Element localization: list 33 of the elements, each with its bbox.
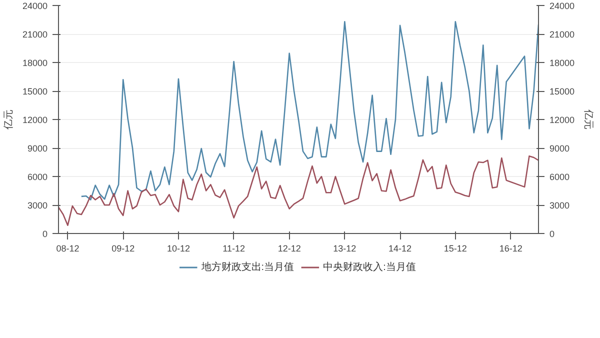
y-tick-label: 9000 bbox=[27, 144, 48, 154]
x-tick-label: 13-12 bbox=[333, 244, 356, 254]
y2-tick-label: 3000 bbox=[550, 200, 570, 210]
y-axis-title: 亿元 bbox=[3, 110, 14, 130]
x-tick-label: 10-12 bbox=[166, 244, 190, 254]
y-tick-label: 15000 bbox=[22, 86, 48, 96]
legend-label: 中央财政收入:当月值 bbox=[323, 261, 416, 273]
x-tick-label: 09-12 bbox=[112, 244, 135, 254]
y-tick-label: 0 bbox=[42, 229, 48, 239]
y2-tick-label: 0 bbox=[550, 229, 555, 239]
x-tick-label: 11-12 bbox=[222, 244, 245, 254]
y-tick-label: 12000 bbox=[22, 115, 48, 125]
legend-label: 地方财政支出:当月值 bbox=[200, 261, 294, 273]
line-series bbox=[58, 155, 538, 226]
x-tick-label: 12-12 bbox=[278, 244, 301, 254]
y2-tick-label: 12000 bbox=[550, 115, 575, 125]
x-tick-label: 14-12 bbox=[388, 244, 412, 254]
x-tick-label: 16-12 bbox=[499, 244, 522, 254]
x-tick-label: 08-12 bbox=[56, 244, 80, 254]
y2-tick-label: 15000 bbox=[550, 86, 575, 96]
y2-axis-title: 亿元 bbox=[582, 108, 594, 130]
y-tick-label: 18000 bbox=[22, 58, 48, 68]
y2-tick-label: 9000 bbox=[550, 144, 570, 154]
y-tick-label: 6000 bbox=[27, 172, 48, 182]
y2-tick-label: 6000 bbox=[550, 172, 570, 182]
y-tick-label: 3000 bbox=[27, 200, 48, 210]
y2-tick-label: 18000 bbox=[550, 58, 575, 68]
y-tick-label: 21000 bbox=[22, 30, 48, 40]
y2-tick-label: 21000 bbox=[550, 30, 575, 40]
x-tick-label: 15-12 bbox=[444, 244, 467, 254]
line-series bbox=[80, 21, 538, 200]
y-tick-label: 24000 bbox=[22, 1, 48, 11]
y2-tick-label: 24000 bbox=[550, 1, 575, 11]
